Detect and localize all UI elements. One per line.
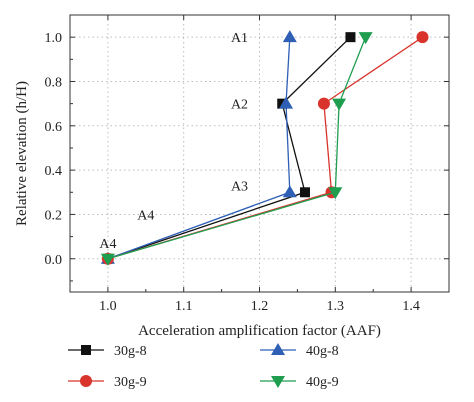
data-point-40g-9 (332, 98, 347, 111)
x-axis-title: Acceleration amplification factor (AAF) (138, 323, 381, 339)
legend-item-30g-8: 30g-8 (68, 344, 147, 359)
y-axis-title: Relative elevation (h/H) (14, 81, 30, 226)
y-tick-label: 0.4 (45, 164, 63, 179)
data-point-40g-9 (328, 187, 343, 200)
data-point-30g-8 (299, 187, 310, 198)
legend-item-40g-9: 40g-9 (260, 375, 339, 390)
data-point-40g-8 (279, 96, 294, 109)
series-line-40g-8 (107, 37, 291, 260)
data-point-30g-8 (345, 32, 356, 43)
x-tick-label: 1.0 (99, 299, 117, 314)
series-line-40g-9 (107, 36, 367, 260)
grid-lines (70, 15, 449, 292)
data-point-40g-8 (282, 30, 297, 43)
legend-item-30g-9: 30g-9 (68, 375, 147, 390)
x-tick-label: 1.1 (175, 299, 193, 314)
legend-label-40g-9: 40g-9 (306, 375, 339, 390)
axis-ticks: 1.0 1.1 1.2 1.3 1.4 0.0 0.2 0.4 0.6 0.8 1.0 (45, 14, 450, 314)
series-layer (100, 30, 429, 266)
annotation-label: A3 (231, 179, 248, 194)
annotation-layer: A1 A2 A3 A4 A4 (99, 31, 248, 252)
annotation-label: A1 (231, 31, 248, 46)
y-tick-label: 1.0 (45, 31, 63, 46)
legend: 30g-8 40g-8 30g-9 40g-9 (68, 343, 339, 390)
annotation-label: A4 (137, 208, 154, 223)
legend-marker-40g-9 (271, 376, 285, 388)
annotation-label: A2 (231, 98, 248, 113)
series-line-30g-8 (107, 36, 351, 260)
legend-label-30g-9: 30g-9 (114, 375, 147, 390)
x-tick-label: 1.3 (327, 299, 345, 314)
data-point-40g-9 (100, 253, 115, 266)
legend-marker-40g-8 (271, 343, 285, 355)
legend-marker-30g-9 (80, 375, 92, 387)
x-tick-label: 1.4 (402, 299, 420, 314)
x-tick-label: 1.2 (251, 299, 269, 314)
data-point-40g-9 (358, 32, 373, 45)
y-tick-label: 0.2 (45, 208, 63, 223)
legend-marker-30g-8 (81, 345, 91, 355)
legend-label-30g-8: 30g-8 (114, 344, 147, 359)
series-40g-9 (100, 32, 373, 266)
data-point-30g-9 (416, 31, 429, 44)
y-tick-label: 0.0 (45, 253, 63, 268)
y-tick-label: 0.6 (45, 120, 63, 135)
data-point-30g-9 (317, 97, 330, 110)
legend-item-40g-8: 40g-8 (260, 343, 339, 359)
data-point-40g-8 (282, 185, 297, 198)
legend-label-40g-8: 40g-8 (306, 344, 339, 359)
annotation-label: A4 (99, 237, 116, 252)
y-tick-label: 0.8 (45, 75, 63, 90)
